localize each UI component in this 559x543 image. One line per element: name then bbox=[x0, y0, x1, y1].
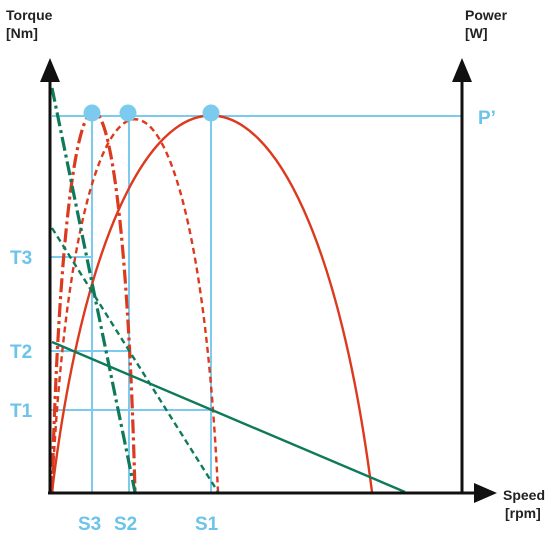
s2-label: S2 bbox=[114, 514, 137, 535]
t3-label: T3 bbox=[10, 248, 32, 269]
power-curve-dashed bbox=[50, 118, 220, 493]
right-axis-title-line1: Power bbox=[465, 7, 508, 23]
x-axis-title-line1: Speed bbox=[503, 487, 545, 503]
t1-label: T1 bbox=[10, 401, 33, 422]
x-axis-arrow-icon bbox=[474, 483, 497, 503]
torque-lines bbox=[50, 87, 406, 494]
left-axis-title-line1: Torque bbox=[6, 7, 53, 23]
torque-line-dashed bbox=[50, 227, 220, 493]
right-axis-arrow-icon bbox=[452, 58, 472, 82]
s1-label: S1 bbox=[195, 514, 219, 535]
left-axis-arrow-icon bbox=[40, 58, 60, 82]
torque-line-dashdot bbox=[50, 87, 137, 493]
guide-lines bbox=[50, 115, 462, 492]
peak-markers bbox=[83, 104, 220, 122]
s3-label: S3 bbox=[78, 514, 101, 535]
left-axis-title-line2: [Nm] bbox=[6, 25, 38, 41]
peak-marker-s1 bbox=[202, 104, 220, 122]
peak-marker-s2 bbox=[119, 104, 137, 122]
axes bbox=[40, 58, 497, 503]
peak-marker-s3 bbox=[83, 104, 101, 122]
t2-label: T2 bbox=[10, 342, 32, 363]
p-prime-label: P’ bbox=[478, 108, 496, 129]
right-axis-title-line2: [W] bbox=[465, 25, 488, 41]
x-axis-title-line2: [rpm] bbox=[505, 505, 541, 521]
